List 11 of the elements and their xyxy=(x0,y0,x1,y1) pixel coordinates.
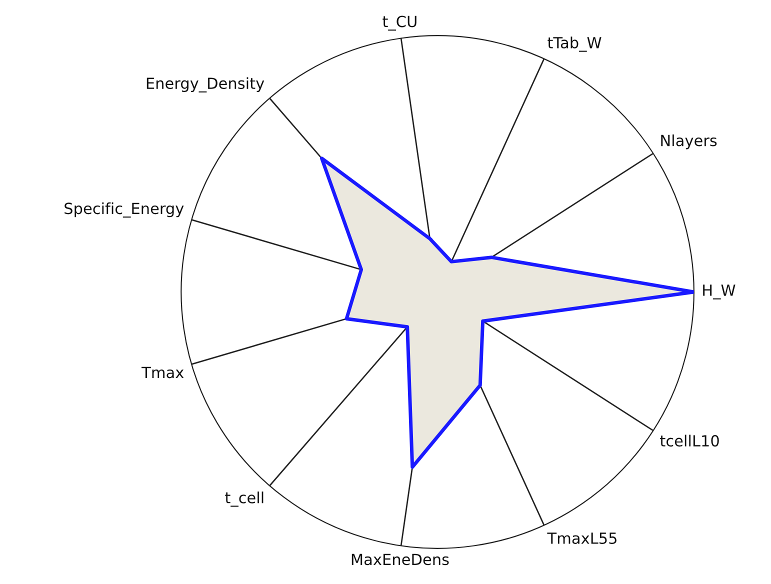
spoke-label: Specific_Energy xyxy=(64,202,184,218)
spoke-label: Tmax xyxy=(142,366,184,378)
spoke-label: t_cell xyxy=(225,492,264,507)
spoke-label: TmaxL55 xyxy=(547,532,616,544)
spoke-label: Nlayers xyxy=(661,134,717,150)
spoke-label: tcellL10 xyxy=(660,434,719,447)
spoke-label: Energy_Density xyxy=(146,77,264,92)
spoke-label: MaxEneDens xyxy=(352,554,449,566)
spoke-label: t_CU xyxy=(382,16,416,31)
spoke-label: H_W xyxy=(703,284,736,300)
spoke-label: tTab_W xyxy=(548,36,602,52)
